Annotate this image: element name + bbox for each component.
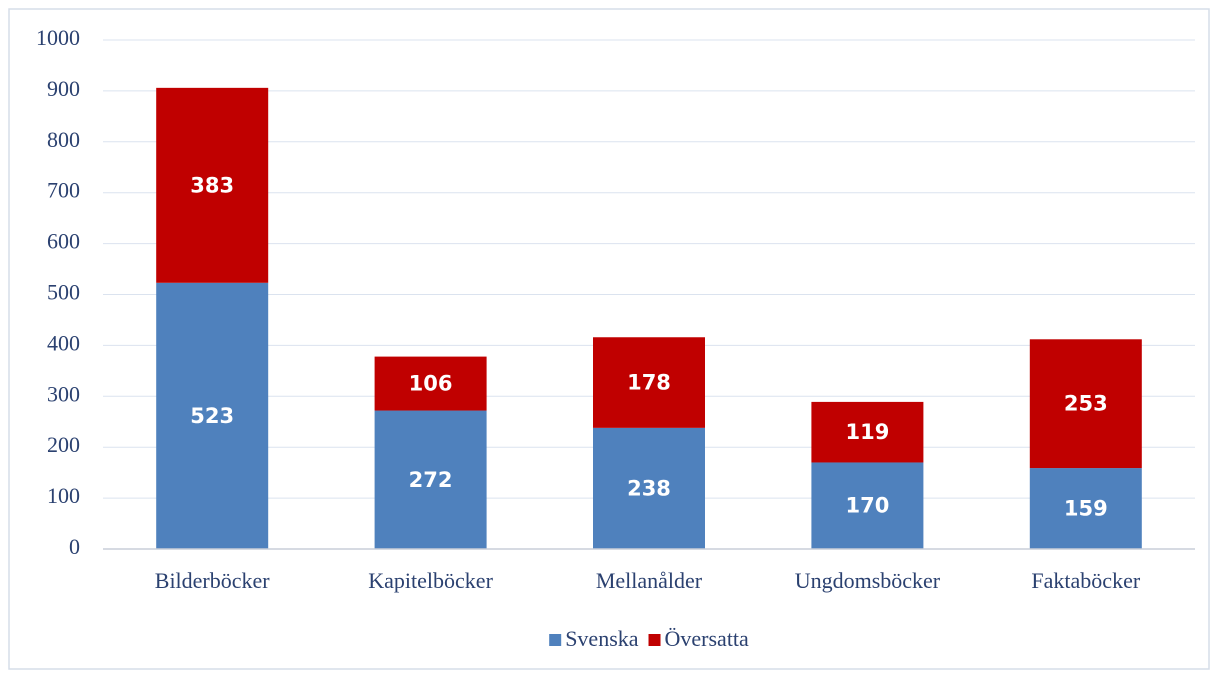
y-tick-label: 1000 <box>36 25 80 50</box>
y-tick-label: 100 <box>47 483 80 508</box>
x-tick-label: Kapitelböcker <box>368 568 493 593</box>
legend-label: Svenska <box>565 626 639 651</box>
bar-segment <box>811 401 924 463</box>
bar-segment <box>593 427 705 549</box>
bar-segment <box>593 337 705 428</box>
data-label: 178 <box>627 371 671 395</box>
y-tick-label: 0 <box>69 534 80 559</box>
bar-segment <box>156 282 269 549</box>
y-tick-label: 800 <box>47 127 80 152</box>
legend-swatch <box>549 634 562 646</box>
data-label: 272 <box>409 468 453 492</box>
x-tick-label: Ungdomsböcker <box>795 568 941 593</box>
legend-label: Översatta <box>665 626 750 651</box>
y-tick-label: 400 <box>47 330 80 355</box>
x-tick-label: Mellanålder <box>596 568 703 593</box>
bar-segment <box>1029 468 1142 549</box>
bar-segment <box>156 87 269 283</box>
data-label: 253 <box>1064 392 1108 416</box>
y-tick-label: 900 <box>47 76 80 101</box>
legend-swatch <box>648 634 661 646</box>
y-tick-label: 200 <box>47 432 80 457</box>
y-tick-label: 700 <box>47 178 80 203</box>
data-label: 238 <box>627 476 671 500</box>
bar-segment <box>811 462 924 549</box>
y-tick-label: 300 <box>47 381 80 406</box>
data-label: 159 <box>1064 497 1108 521</box>
data-label: 523 <box>190 404 234 428</box>
data-label: 170 <box>845 494 889 518</box>
bar-segment <box>374 356 487 411</box>
y-tick-label: 500 <box>47 280 80 305</box>
data-label: 106 <box>409 372 453 396</box>
x-tick-label: Faktaböcker <box>1031 568 1140 593</box>
y-tick-label: 600 <box>47 229 80 254</box>
bar-segment <box>374 410 487 549</box>
data-label: 119 <box>845 420 889 444</box>
data-label: 383 <box>190 173 234 197</box>
x-tick-label: Bilderböcker <box>155 568 271 593</box>
chart-border <box>8 8 1210 670</box>
bar-segment <box>1029 339 1142 469</box>
